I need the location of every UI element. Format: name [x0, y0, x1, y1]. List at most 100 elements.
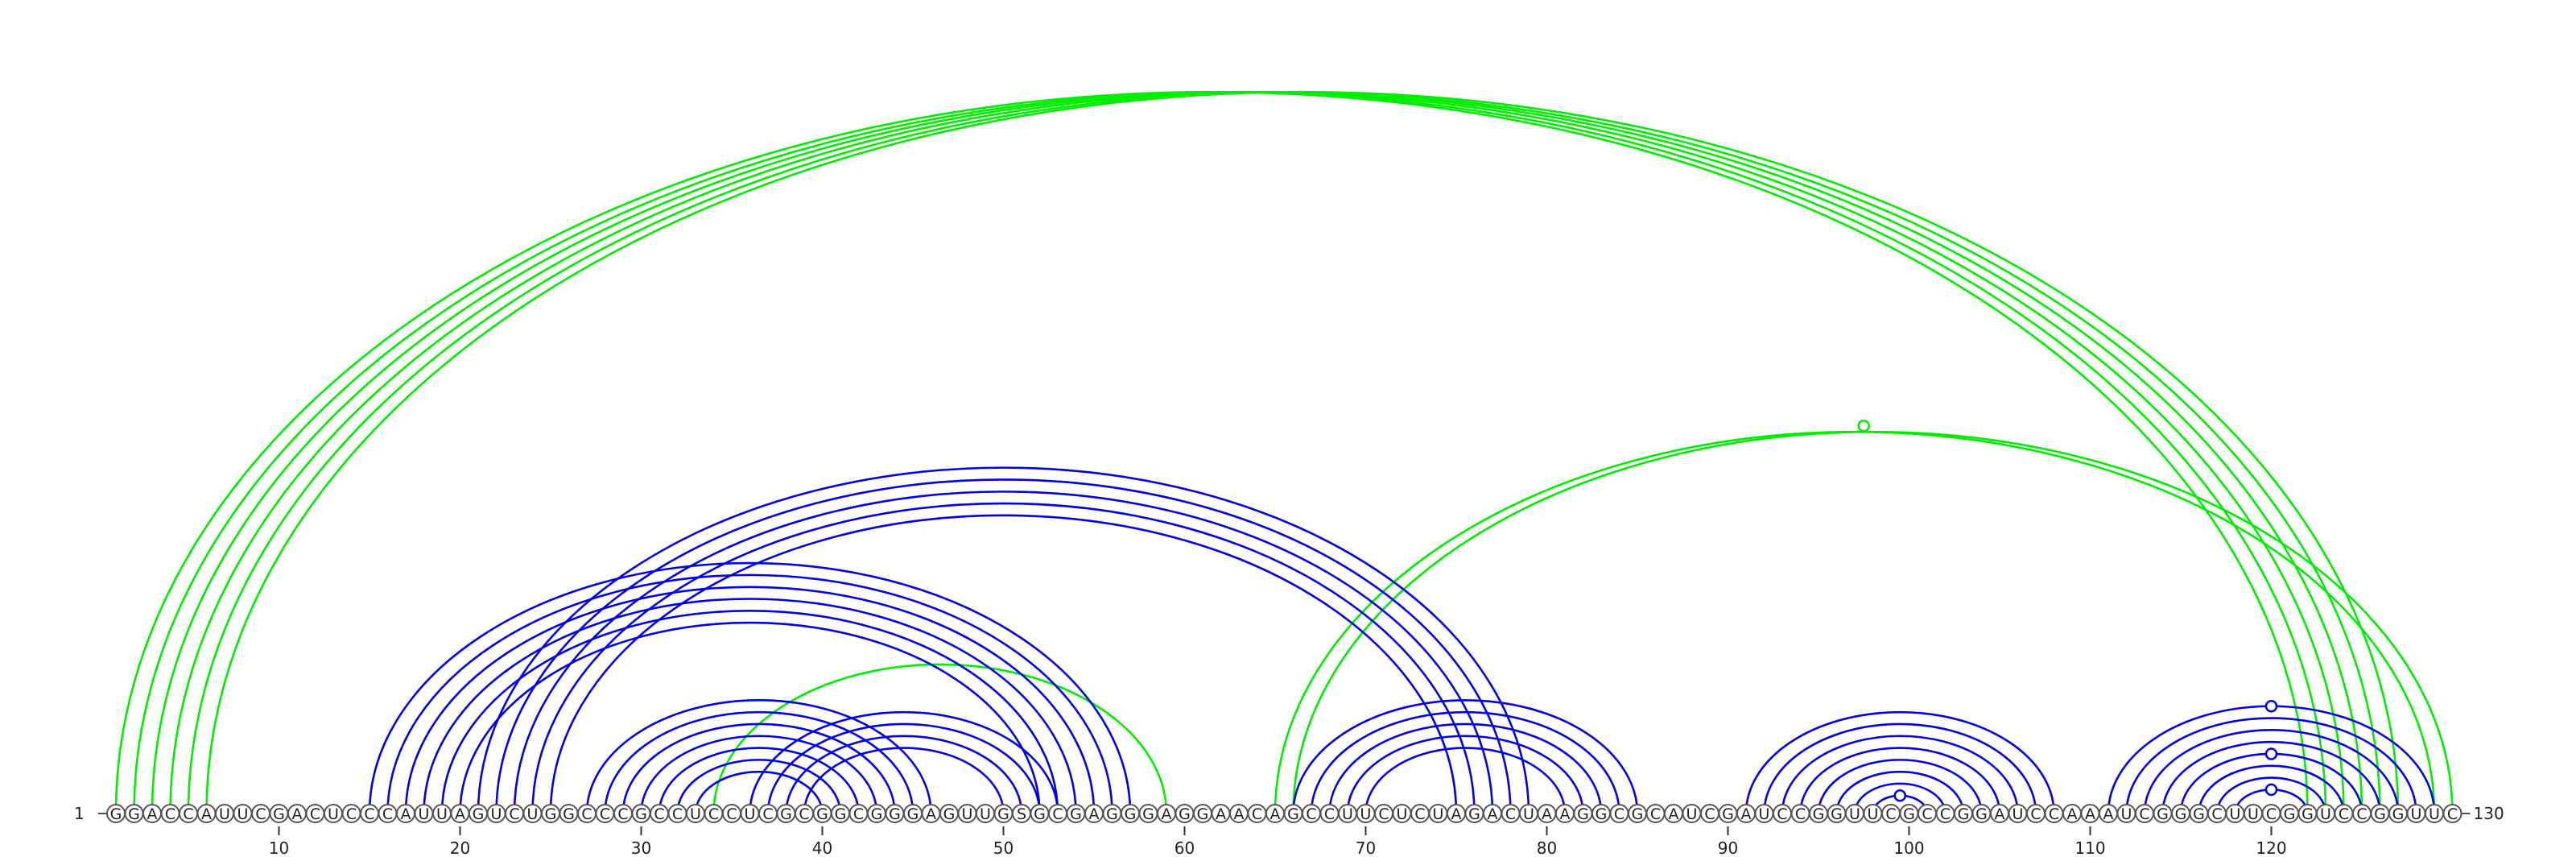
nucleotide-78: C — [1501, 804, 1521, 823]
arc-69-82 — [1346, 735, 1584, 814]
tick-label-80: 80 — [1537, 838, 1557, 857]
nucleotide-letter: G — [997, 805, 1009, 823]
nucleotide-49: U — [976, 804, 995, 823]
nucleotide-letter: C — [1704, 805, 1715, 823]
nucleotide-letter: C — [255, 805, 266, 823]
nucleotide-letter: G — [1468, 805, 1480, 823]
tick-label-10: 10 — [269, 838, 289, 857]
nucleotide-letter: C — [853, 805, 864, 823]
nucleotide-letter: U — [1686, 805, 1698, 823]
nucleotide-76: G — [1464, 804, 1484, 823]
nucleotide-67: C — [1302, 804, 1321, 823]
arc-33-40 — [694, 770, 824, 814]
nucleotide-letter: C — [1505, 805, 1516, 823]
nucleotide-34: C — [704, 804, 724, 823]
nucleotide-18: U — [414, 804, 434, 823]
nucleotide-71: C — [1374, 804, 1393, 823]
nucleotide-123: U — [2316, 804, 2335, 823]
nucleotide-111: A — [2099, 804, 2118, 823]
nucleotide-81: A — [1555, 804, 1575, 823]
nucleotide-56: G — [1102, 804, 1122, 823]
nucleotide-38: G — [776, 804, 796, 823]
nucleotide-letter: A — [1488, 805, 1498, 823]
nucleotide-letter: G — [907, 805, 919, 823]
marker-circle-111-129 — [2264, 699, 2278, 713]
nucleotide-27: C — [577, 804, 597, 823]
nucleotide-89: C — [1700, 804, 1719, 823]
nucleotide-128: U — [2406, 804, 2426, 823]
nucleotide-25: G — [541, 804, 560, 823]
nucleotide-letter: G — [1070, 805, 1082, 823]
nucleotide-letter: A — [1089, 805, 1100, 823]
nucleotide-54: G — [1066, 804, 1086, 823]
nucleotide-13: U — [324, 804, 343, 823]
nucleotide-letter: U — [219, 805, 230, 823]
nucleotide-10: G — [269, 804, 289, 823]
nucleotide-95: G — [1809, 804, 1828, 823]
arc-21-79 — [477, 466, 1530, 814]
nucleotide-letter: C — [2447, 805, 2458, 823]
nucleotide-letter: G — [835, 805, 847, 823]
nucleotide-115: G — [2171, 804, 2190, 823]
nucleotide-17: A — [396, 804, 415, 823]
arc-66-130 — [1292, 430, 2454, 814]
nucleotide-letter: U — [1759, 805, 1770, 823]
tick-label-40: 40 — [812, 838, 832, 857]
nucleotide-letter: U — [419, 805, 430, 823]
nucleotide-letter: G — [1903, 805, 1915, 823]
nucleotide-69: U — [1338, 804, 1357, 823]
nucleotide-62: A — [1211, 804, 1231, 823]
nucleotide-letter: G — [1197, 805, 1209, 823]
nucleotide-letter: C — [1795, 805, 1806, 823]
nucleotide-37: C — [758, 804, 778, 823]
nucleotide-letter: G — [1632, 805, 1644, 823]
nucleotide-72: U — [1392, 804, 1412, 823]
nucleotide-letter: A — [201, 805, 212, 823]
nucleotide-letter: G — [1596, 805, 1608, 823]
nucleotide-letter: U — [2013, 805, 2024, 823]
nucleotide-letter: C — [1052, 805, 1063, 823]
nucleotide-letter: G — [128, 805, 140, 823]
arc-70-81 — [1364, 747, 1567, 814]
arc-5-126 — [187, 90, 2381, 814]
arc-36-53 — [749, 710, 1059, 814]
nucleotide-68: C — [1319, 804, 1340, 823]
nucleotide-letter: C — [183, 805, 193, 823]
nucleotide-letter: A — [1270, 805, 1281, 823]
nucleotide-90: G — [1718, 804, 1738, 823]
tick-label-20: 20 — [450, 838, 470, 857]
nucleotide-116: G — [2189, 804, 2209, 823]
nucleotide-letter: C — [672, 805, 683, 823]
nucleotide-2: G — [124, 804, 144, 823]
nucleotide-8: U — [233, 804, 253, 823]
nucleotide-3: A — [142, 804, 162, 823]
nucleotide-60: G — [1174, 804, 1195, 823]
nucleotide-letter: G — [473, 805, 485, 823]
nucleotide-23: C — [505, 804, 524, 823]
nucleotide-letter: C — [382, 805, 393, 823]
nucleotide-79: U — [1519, 804, 1538, 823]
nucleotide-letter: A — [2067, 805, 2078, 823]
nucleotide-130: C — [2442, 804, 2462, 823]
arc-19-53 — [440, 609, 1059, 814]
nucleotide-circle — [2442, 804, 2462, 823]
nucleotide-letter: U — [1849, 805, 1860, 823]
arc-6-127 — [205, 90, 2400, 814]
nucleotide-119: U — [2244, 804, 2263, 823]
nucleotide-letter: G — [1125, 805, 1137, 823]
nucleotide-42: C — [848, 804, 869, 823]
arc-95-104 — [1817, 759, 1983, 814]
marker-circle-118-122 — [2264, 783, 2278, 797]
nucleotide-47: G — [939, 804, 959, 823]
nucleotide-126: G — [2370, 804, 2390, 823]
nucleotide-letter: U — [2121, 805, 2132, 823]
nucleotide-letter: U — [237, 805, 249, 823]
arc-112-128 — [2125, 717, 2417, 814]
nucleotide-20: A — [450, 804, 470, 823]
nucleotide-letter: G — [2175, 805, 2187, 823]
nucleotide-117: C — [2207, 804, 2227, 823]
nucleotide-letter: A — [2085, 805, 2095, 823]
arc-16-56 — [386, 573, 1113, 814]
nucleotide-letter: A — [1216, 805, 1226, 823]
